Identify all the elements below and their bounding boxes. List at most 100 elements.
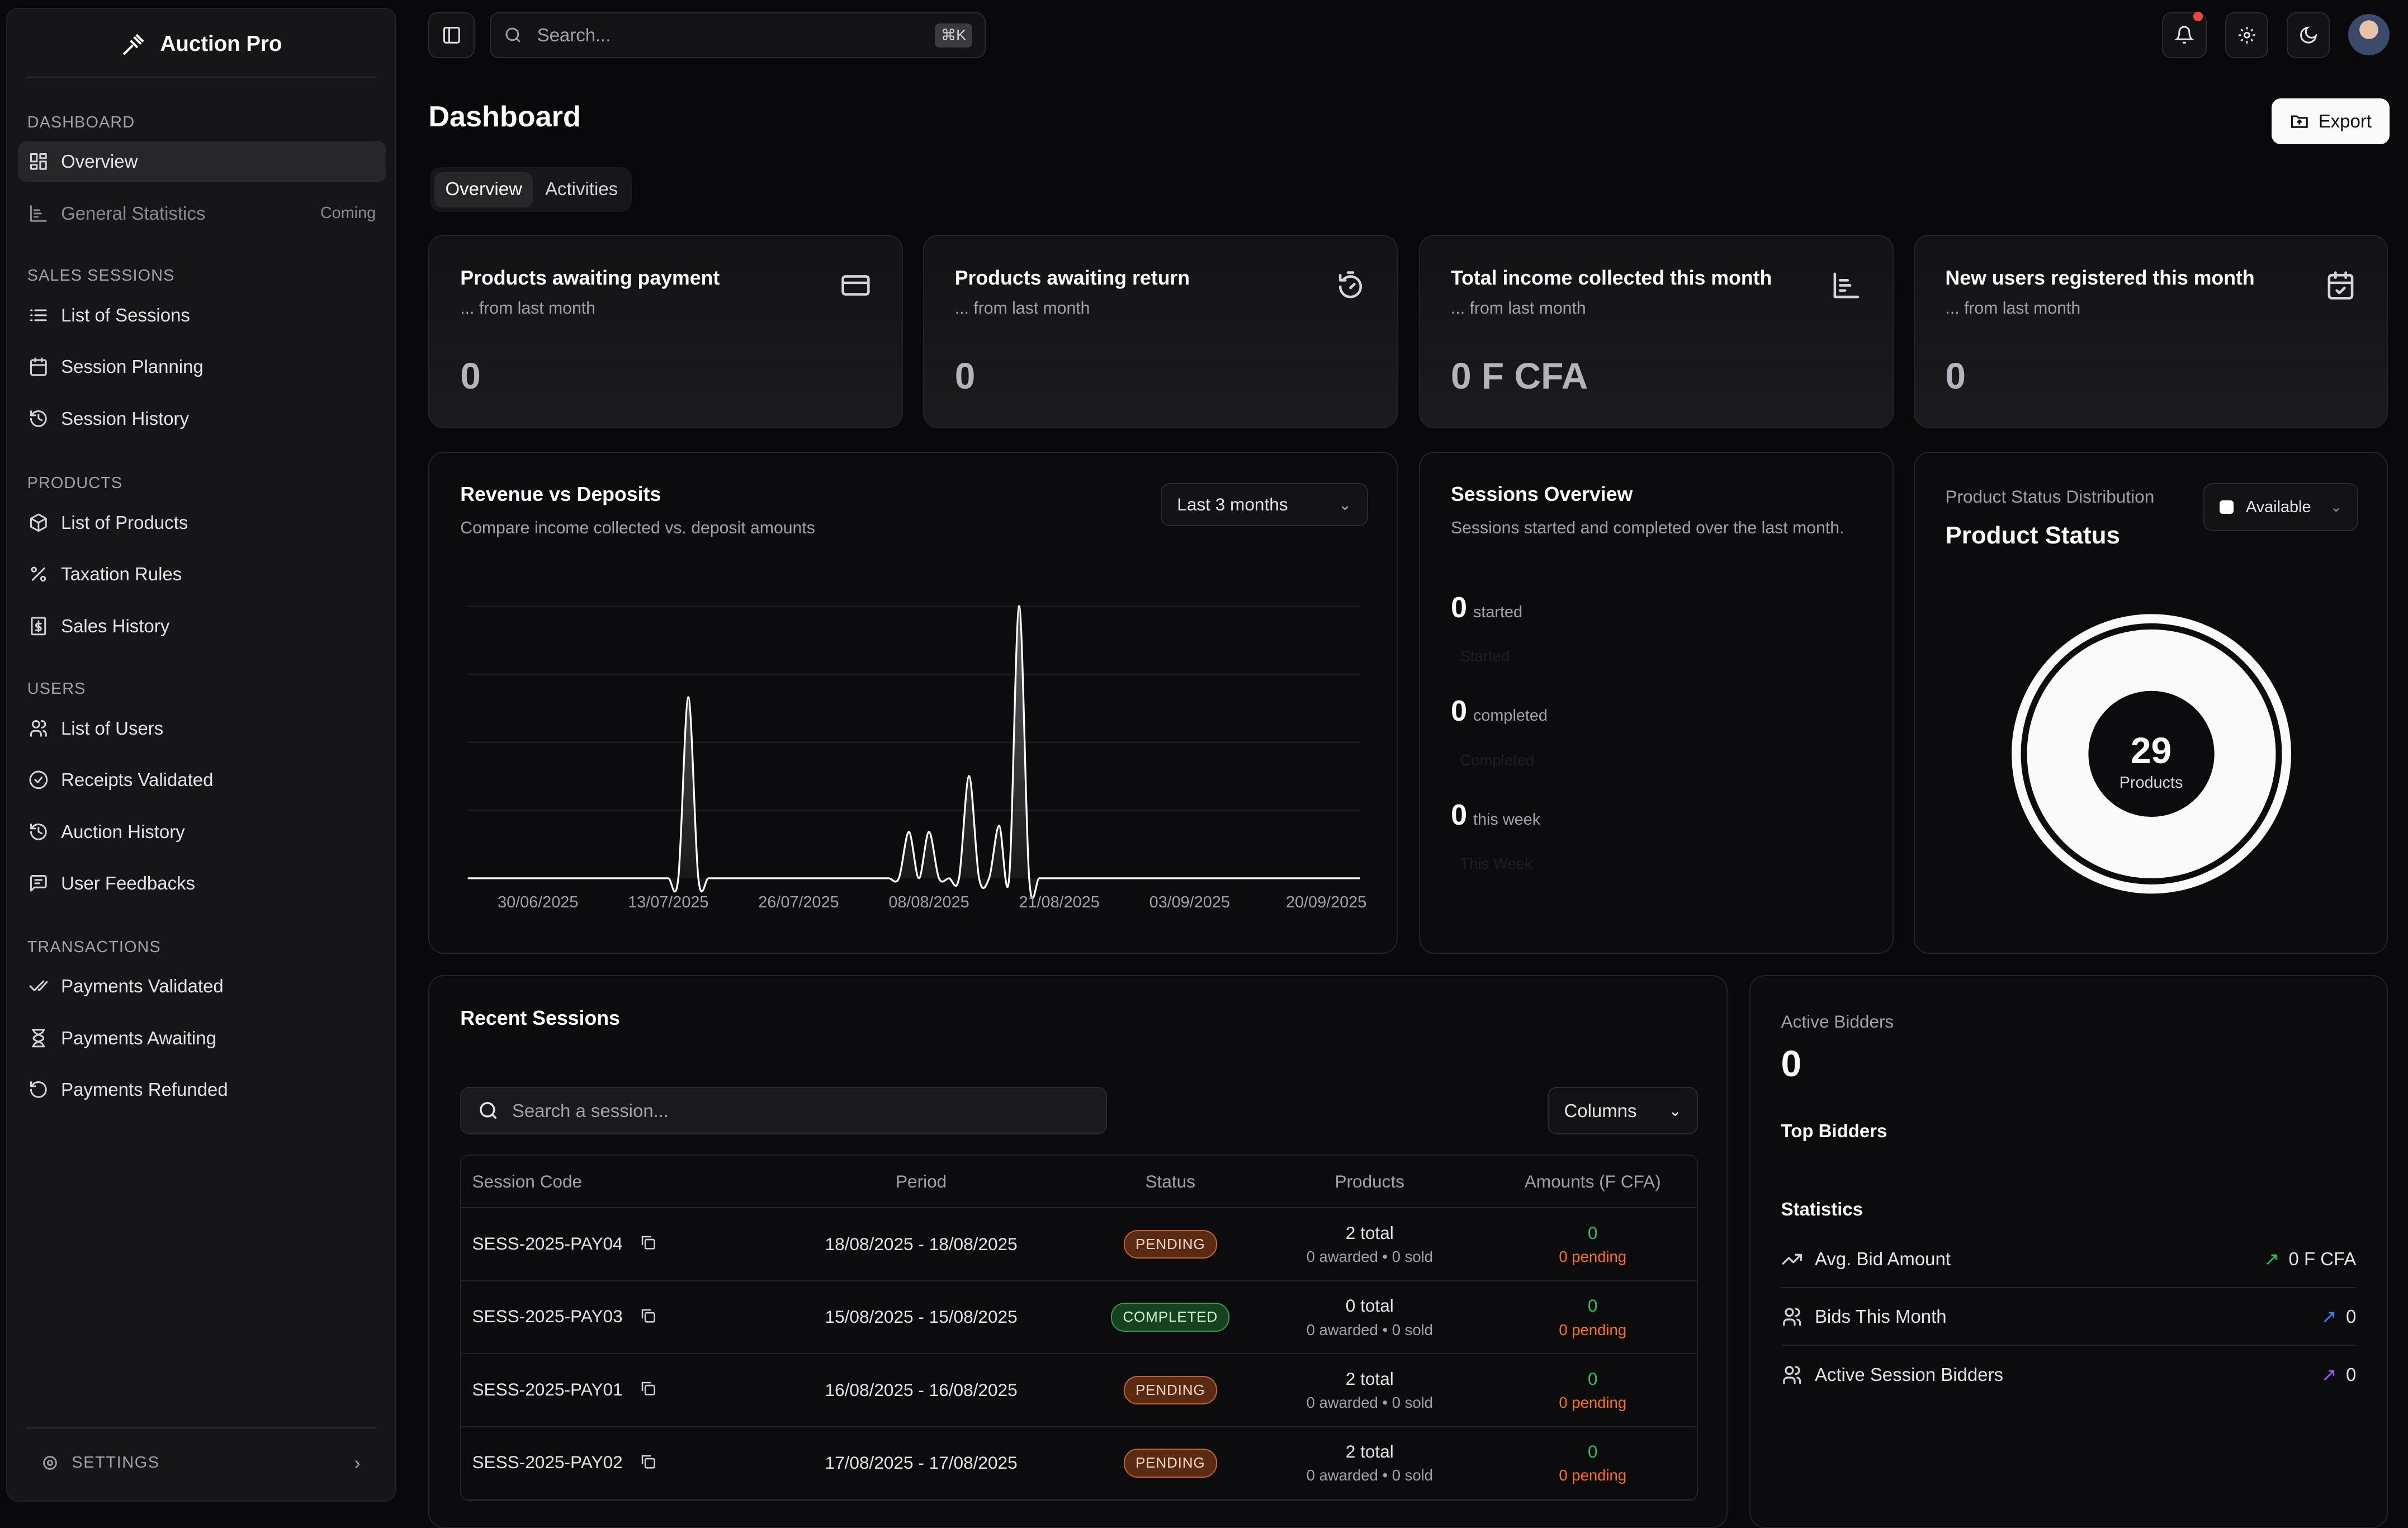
settings-button[interactable]: SETTINGS › <box>25 1427 377 1477</box>
table-row[interactable]: SESS-2025-PAY02 17/08/2025 - 17/08/2025 … <box>461 1426 1697 1501</box>
sidebar-item-list-of-users[interactable]: List of Users <box>18 708 386 749</box>
avatar[interactable] <box>2348 13 2390 55</box>
copy-icon[interactable] <box>640 1307 656 1328</box>
sidebar-item-list-of-sessions[interactable]: List of Sessions <box>18 295 386 336</box>
export-button[interactable]: Export <box>2271 98 2390 145</box>
product-status-title: Product Status <box>1945 522 2120 550</box>
session-period: 18/08/2025 - 18/08/2025 <box>753 1208 1090 1281</box>
stat-subtitle: ... from last month <box>1945 299 2081 318</box>
users-icon <box>1782 1307 1801 1326</box>
sidebar-item-general-statistics[interactable]: General Statistics Coming <box>18 193 386 234</box>
sessions-overview-card: Sessions Overview Sessions started and c… <box>1419 451 1894 954</box>
sidebar-section-title: USERS <box>27 680 86 698</box>
column-header[interactable]: Products <box>1251 1155 1489 1209</box>
credit-card-icon <box>841 275 870 296</box>
sidebar-item-label: General Statistics <box>61 202 206 224</box>
table-row[interactable]: SESS-2025-PAY03 15/08/2025 - 15/08/2025 … <box>461 1280 1697 1355</box>
metric-ghost-label: Started <box>1460 647 1510 665</box>
stat-value: 0 F CFA <box>1450 354 1588 396</box>
theme-toggle-button[interactable] <box>2286 12 2330 59</box>
statistic-value: 0 <box>2346 1364 2357 1385</box>
table-row[interactable]: SESS-2025-PAY01 16/08/2025 - 16/08/2025 … <box>461 1354 1697 1427</box>
sidebar-item-label: List of Sessions <box>61 304 190 325</box>
column-header[interactable]: Session Code <box>461 1155 753 1209</box>
metric-value: 0 <box>1450 798 1467 831</box>
active-bidders-card: Active Bidders 0 Top Bidders Statistics … <box>1749 975 2388 1528</box>
data-point[interactable] <box>687 696 690 699</box>
sidebar-item-auction-history[interactable]: Auction History <box>18 811 386 853</box>
sidebar-toggle-button[interactable] <box>428 12 475 59</box>
range-select[interactable]: Last 3 months ⌄ <box>1160 483 1368 527</box>
sidebar-item-overview[interactable]: Overview <box>18 140 387 183</box>
users-icon <box>1782 1365 1801 1384</box>
bell-icon <box>2174 26 2195 44</box>
amount-pending: 0 pending <box>1559 1394 1627 1411</box>
sidebar-item-session-history[interactable]: Session History <box>18 398 386 439</box>
columns-button[interactable]: Columns ⌄ <box>1548 1086 1699 1135</box>
app-logo[interactable]: Auction Pro <box>7 30 395 58</box>
range-value: Last 3 months <box>1177 494 1288 515</box>
data-point[interactable] <box>968 774 971 778</box>
notification-dot <box>2193 12 2203 21</box>
column-header[interactable]: Period <box>753 1155 1090 1209</box>
table-row[interactable]: SESS-2025-PAY04 18/08/2025 - 18/08/2025 … <box>461 1208 1697 1281</box>
sidebar-item-list-of-products[interactable]: List of Products <box>18 502 386 543</box>
search-input[interactable]: Search... ⌘K <box>490 12 986 59</box>
amount-pending: 0 pending <box>1559 1466 1627 1484</box>
chevron-down-icon: ⌄ <box>1338 495 1352 513</box>
products-sub: 0 awarded • 0 sold <box>1306 1466 1433 1484</box>
sidebar-item-payments-awaiting[interactable]: Payments Awaiting <box>18 1018 386 1059</box>
sidebar-item-payments-validated[interactable]: Payments Validated <box>18 966 386 1007</box>
settings-gear-button[interactable] <box>2225 12 2269 59</box>
products-total: 2 total <box>1345 1368 1394 1389</box>
amount-value: 0 <box>1587 1222 1598 1243</box>
columns-label: Columns <box>1564 1100 1637 1121</box>
tab-overview[interactable]: Overview <box>434 172 533 207</box>
donut-outer-ring[interactable] <box>2011 613 2291 893</box>
data-point[interactable] <box>1018 605 1021 608</box>
top-bidders-title: Top Bidders <box>1781 1120 1887 1142</box>
sidebar-section-title: SALES SESSIONS <box>27 267 175 285</box>
arrow-up-right-icon: ↗ <box>2264 1248 2279 1270</box>
stat-subtitle: ... from last month <box>460 299 595 318</box>
sidebar-item-label: Overview <box>61 151 138 172</box>
bar-chart-icon <box>1833 272 1860 299</box>
sidebar-item-session-planning[interactable]: Session Planning <box>18 346 386 387</box>
copy-icon[interactable] <box>640 1234 656 1255</box>
tab-activities[interactable]: Activities <box>545 178 618 199</box>
products-total: 2 total <box>1345 1222 1394 1243</box>
column-header[interactable]: Status <box>1090 1155 1251 1209</box>
data-point[interactable] <box>998 824 1001 827</box>
status-filter-select[interactable]: Available ⌄ <box>2203 483 2359 531</box>
sidebar-item-taxation-rules[interactable]: Taxation Rules <box>18 554 386 595</box>
app-name: Auction Pro <box>160 31 282 56</box>
data-point[interactable] <box>907 830 911 833</box>
area-fill <box>468 606 1360 898</box>
products-sub: 0 awarded • 0 sold <box>1306 1394 1433 1411</box>
sidebar-item-receipts-validated[interactable]: Receipts Validated <box>18 759 386 801</box>
session-search-input[interactable]: Search a session... <box>460 1086 1107 1135</box>
sidebar-item-label: Receipts Validated <box>61 769 214 791</box>
copy-icon[interactable] <box>640 1380 656 1401</box>
statistic-label: Avg. Bid Amount <box>1814 1248 1951 1269</box>
stat-card: Products awaiting payment ... from last … <box>428 235 903 429</box>
amount-value: 0 <box>1587 1368 1598 1389</box>
donut-segment-available[interactable] <box>2027 629 2275 878</box>
recent-sessions-title: Recent Sessions <box>460 1007 620 1030</box>
search-icon <box>505 27 521 43</box>
x-tick-label: 20/09/2025 <box>1286 893 1366 911</box>
data-point[interactable] <box>928 830 931 833</box>
stat-value: 0 <box>1945 354 1966 396</box>
copy-icon[interactable] <box>640 1453 656 1474</box>
session-code: SESS-2025-PAY03 <box>472 1306 623 1327</box>
sidebar-section-title: TRANSACTIONS <box>27 938 161 956</box>
bar-chart-icon <box>30 205 48 222</box>
revenue-chart-card: Revenue vs Deposits Compare income colle… <box>428 451 1398 954</box>
column-header[interactable]: Amounts (F CFA) <box>1488 1155 1697 1209</box>
notifications-button[interactable] <box>2162 12 2207 59</box>
sidebar-item-sales-history[interactable]: Sales History <box>18 605 386 647</box>
revenue-title: Revenue vs Deposits <box>460 483 661 506</box>
hourglass-icon <box>32 1029 46 1047</box>
sidebar-item-user-feedbacks[interactable]: User Feedbacks <box>18 863 386 904</box>
sidebar-item-payments-refunded[interactable]: Payments Refunded <box>18 1069 386 1110</box>
